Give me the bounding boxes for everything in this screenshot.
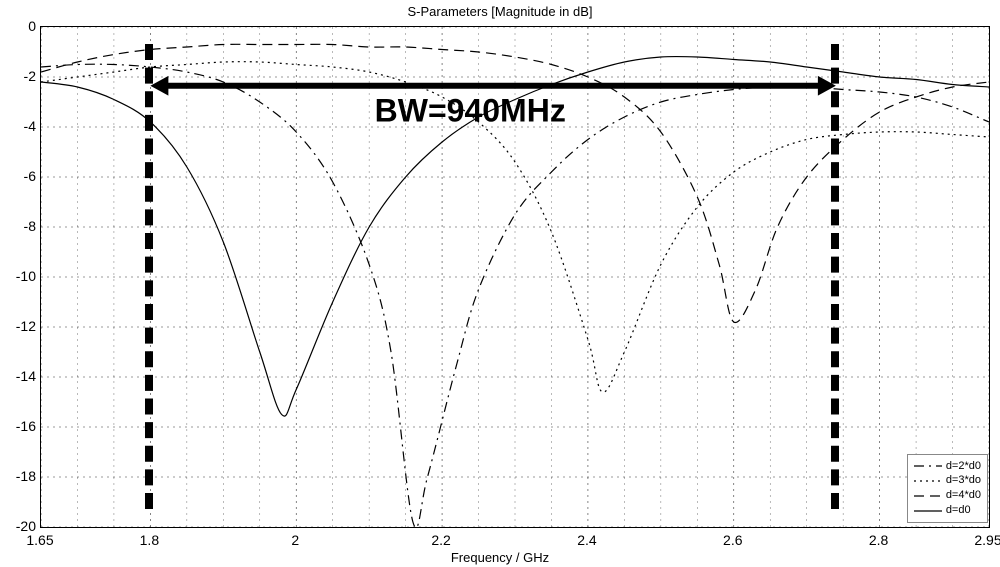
xtick-label: 2.2 xyxy=(431,532,450,548)
ytick-label: -16 xyxy=(4,418,36,434)
bw-annotation: BW=940MHz xyxy=(375,93,566,130)
legend-label: d=4*d0 xyxy=(946,488,981,503)
xtick-label: 2.8 xyxy=(869,532,888,548)
legend-label: d=2*d0 xyxy=(946,459,981,474)
chart-container: S-Parameters [Magnitude in dB] Frequency… xyxy=(0,0,1000,567)
ytick-label: 0 xyxy=(4,18,36,34)
xaxis-label: Frequency / GHz xyxy=(0,550,1000,565)
legend-item: d=3*do xyxy=(914,473,981,488)
ytick-label: -8 xyxy=(4,218,36,234)
bw-marker-line xyxy=(145,44,153,509)
legend-item: d=d0 xyxy=(914,503,981,518)
ytick-label: -18 xyxy=(4,468,36,484)
xtick-label: 2 xyxy=(291,532,299,548)
legend-item: d=4*d0 xyxy=(914,488,981,503)
xtick-label: 2.95 xyxy=(974,532,1000,548)
ytick-label: -14 xyxy=(4,368,36,384)
ytick-label: -4 xyxy=(4,118,36,134)
bw-marker-line xyxy=(831,44,839,509)
legend: d=2*d0d=3*dod=4*d0d=d0 xyxy=(907,454,988,523)
legend-label: d=3*do xyxy=(946,473,981,488)
xtick-label: 1.8 xyxy=(140,532,159,548)
xtick-label: 2.6 xyxy=(723,532,742,548)
ytick-label: -2 xyxy=(4,68,36,84)
xtick-label: 2.4 xyxy=(577,532,596,548)
legend-item: d=2*d0 xyxy=(914,459,981,474)
ytick-label: -10 xyxy=(4,268,36,284)
xtick-label: 1.65 xyxy=(26,532,53,548)
legend-label: d=d0 xyxy=(946,503,971,518)
chart-title: S-Parameters [Magnitude in dB] xyxy=(0,4,1000,19)
ytick-label: -12 xyxy=(4,318,36,334)
ytick-label: -6 xyxy=(4,168,36,184)
